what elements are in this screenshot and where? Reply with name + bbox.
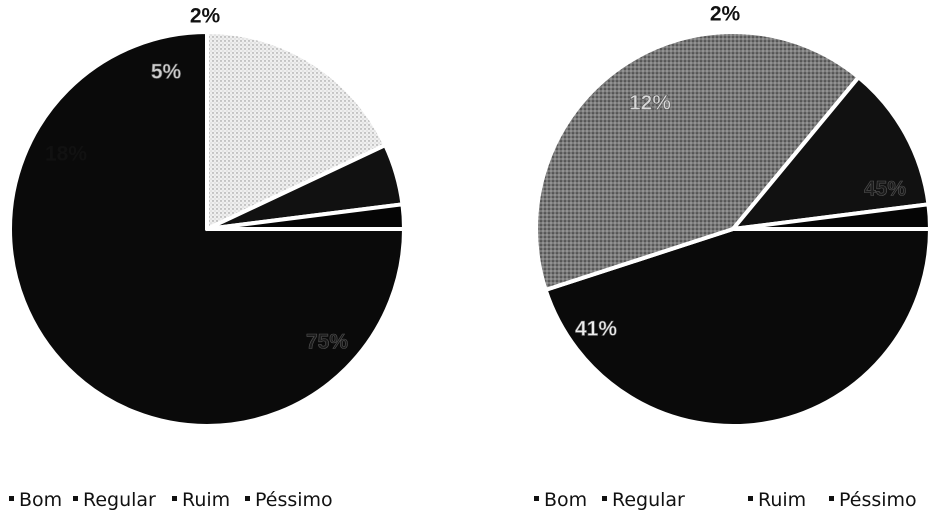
data-label-ruim: 5% (151, 61, 182, 84)
legend-swatch-pessimo (245, 496, 250, 501)
data-label-regular: 41% (575, 318, 617, 341)
legend-label-ruim: Ruim (758, 489, 806, 511)
pie-slice-ruim (731, 75, 931, 231)
legend-swatch-bom (9, 496, 14, 501)
pie-slice-bom (8, 30, 406, 428)
legend-label-bom: Bom (544, 489, 587, 511)
pie-slice-regular (205, 30, 388, 231)
pie-slice-regular (534, 30, 861, 292)
pie-slice-bom (543, 227, 932, 428)
legend-label-bom: Bom (19, 489, 62, 511)
legend-swatch-regular (602, 496, 607, 501)
legend-label-pessimo: Péssimo (255, 489, 333, 511)
data-label-pessimo: 2% (710, 3, 741, 26)
legend-swatch-pessimo (829, 496, 834, 501)
data-label-regular: 18% (45, 143, 87, 166)
pie-chart-left: 75% 18% 5% 2% (8, 5, 407, 428)
legend-left: Bom Regular Ruim Péssimo (9, 489, 333, 511)
data-label-ruim: 12% (629, 92, 671, 115)
pie-chart-right: 45% 41% 12% 2% (534, 3, 933, 428)
legend-swatch-regular (73, 496, 78, 501)
pie-slice-pessimo (731, 202, 933, 231)
legend-label-regular: Regular (83, 489, 156, 511)
legend-right: Bom Regular Ruim Péssimo (534, 489, 917, 511)
legend-swatch-bom (534, 496, 539, 501)
data-label-bom: 45% (864, 178, 906, 201)
data-label-bom: 75% (306, 331, 348, 354)
legend-swatch-ruim (748, 496, 753, 501)
legend-label-ruim: Ruim (182, 489, 230, 511)
legend-swatch-ruim (172, 496, 177, 501)
legend-label-pessimo: Péssimo (839, 489, 917, 511)
data-label-pessimo: 2% (190, 5, 221, 28)
legend-label-regular: Regular (612, 489, 685, 511)
pie-slice-pessimo (205, 202, 407, 231)
